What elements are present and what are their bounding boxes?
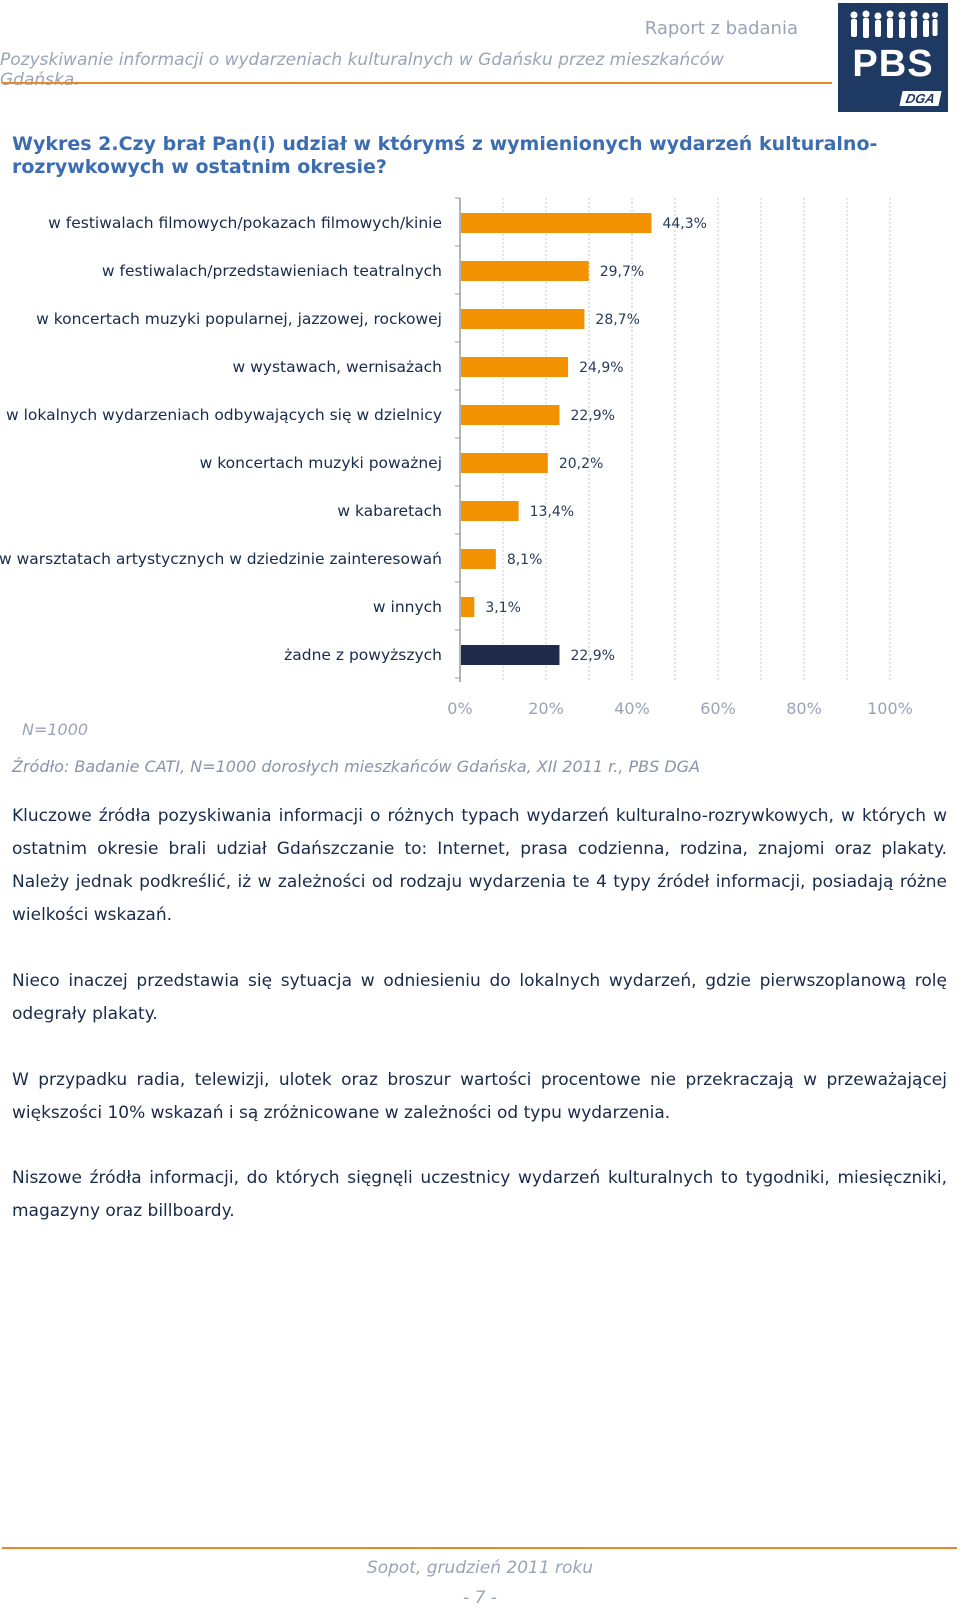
sample-size-note: N=1000 [22, 720, 89, 739]
footer-date: Sopot, grudzień 2011 roku [366, 1558, 594, 1578]
x-tick-label: 80% [786, 699, 822, 718]
bar [461, 213, 652, 233]
category-label: w kabaretach [337, 502, 442, 520]
data-label: 22,9% [570, 648, 614, 664]
bar [461, 501, 519, 521]
category-label: w innych [373, 598, 442, 616]
category-label: w festiwalach/przedstawieniach teatralny… [102, 262, 442, 280]
bar [461, 597, 475, 617]
bar [461, 261, 589, 281]
x-tick-label: 20% [528, 699, 564, 718]
data-label: 44,3% [662, 216, 706, 232]
bar [461, 549, 496, 569]
bar [461, 405, 560, 425]
data-label: 20,2% [559, 456, 603, 472]
body-paragraph: Nieco inaczej przedstawia się sytuacja w… [12, 971, 947, 1024]
bar [461, 453, 548, 473]
bar [461, 309, 585, 329]
chart-title: Wykres 2.Czy brał Pan(i) udział w którym… [12, 133, 878, 178]
footer-rule [2, 1547, 957, 1549]
source-note: Źródło: Badanie CATI, N=1000 dorosłych m… [12, 757, 700, 776]
data-label: 28,7% [595, 312, 639, 328]
data-label: 8,1% [507, 552, 543, 568]
x-tick-label: 100% [867, 699, 913, 718]
category-label: w festiwalach filmowych/pokazach filmowy… [48, 214, 442, 232]
report-title: Pozyskiwanie informacji o wydarzeniach k… [0, 50, 724, 90]
x-tick-label: 40% [614, 699, 650, 718]
body-paragraph: Kluczowe źródła pozyskiwania informacji … [12, 806, 947, 925]
body-paragraph: W przypadku radia, telewizji, ulotek ora… [12, 1070, 947, 1123]
bar [461, 357, 569, 377]
data-label: 22,9% [570, 408, 614, 424]
pbs-logo: PBS DGA [838, 3, 948, 112]
category-label: w lokalnych wydarzeniach odbywających si… [6, 406, 442, 424]
data-label: 24,9% [579, 360, 623, 376]
data-label: 13,4% [530, 504, 574, 520]
report-label: Raport z badania [644, 18, 798, 39]
category-label: w warsztatach artystycznych w dziedzinie… [0, 550, 442, 568]
category-label: żadne z powyższych [284, 646, 442, 664]
data-label: 29,7% [600, 264, 644, 280]
x-tick-label: 0% [447, 699, 472, 718]
header-rule [2, 82, 832, 84]
logo-sub-wordmark: DGA [899, 91, 942, 106]
bar-chart: w festiwalach filmowych/pokazach filmowy… [0, 197, 913, 718]
logo-wordmark: PBS [852, 43, 934, 85]
category-label: w koncertach muzyki popularnej, jazzowej… [36, 310, 442, 328]
x-tick-label: 60% [700, 699, 736, 718]
category-label: w koncertach muzyki poważnej [200, 454, 442, 472]
category-label: w wystawach, wernisażach [233, 358, 442, 376]
body-paragraph: Niszowe źródła informacji, do których si… [12, 1168, 947, 1221]
data-label: 3,1% [485, 600, 521, 616]
people-icon [850, 10, 938, 38]
bar [461, 645, 560, 665]
page-number: - 7 - [463, 1588, 497, 1608]
